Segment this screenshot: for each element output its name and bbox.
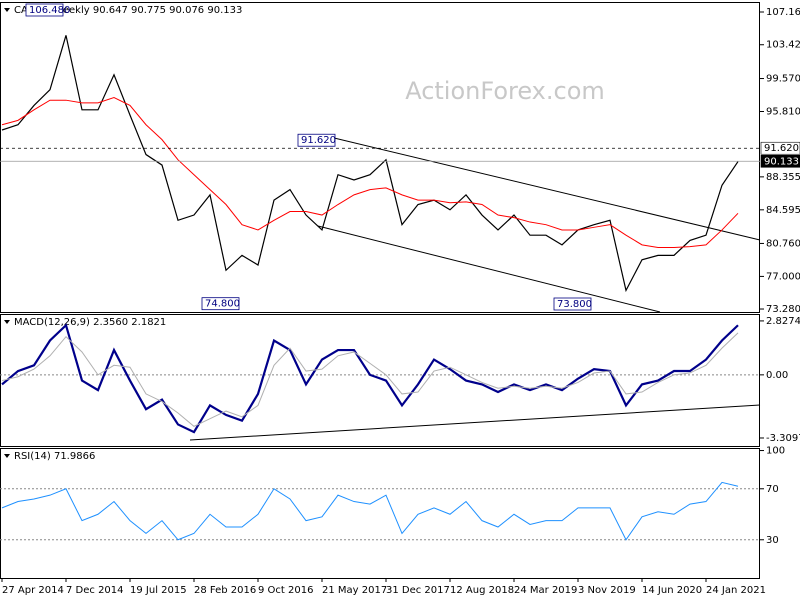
watermark: ActionForex.com [405, 77, 605, 105]
y-tick-label: 30 [766, 535, 779, 546]
y-tick-label: 77.000 [766, 271, 800, 282]
annotation-label: 73.800 [557, 299, 592, 310]
series-line [1, 35, 739, 293]
pane-title: RSI(14) 71.9866 [14, 451, 95, 462]
annotation-box [201, 297, 240, 311]
x-tick-label: 3 Nov 2019 [578, 585, 636, 596]
x-tick-label: 7 Dec 2014 [66, 585, 124, 596]
price-pane [0, 2, 760, 313]
price-mark-box [760, 141, 800, 155]
price-mark-box [760, 154, 800, 168]
x-tick-label: 9 Oct 2016 [258, 585, 313, 596]
pane-title: MACD(12,26,9) 2.3560 2.1821 [14, 317, 166, 328]
macd-pane [0, 314, 760, 447]
channel-line [317, 225, 661, 313]
annotation-box [297, 133, 336, 147]
x-tick-label: 27 Apr 2014 [2, 585, 64, 596]
annotation-label: 106.480 [29, 5, 70, 16]
y-tick-label: 0.00 [766, 370, 788, 381]
pane-title: CADJPY,Weekly 90.647 90.775 90.076 90.13… [14, 5, 242, 16]
y-tick-label: -3.3097 [766, 433, 800, 444]
annotation-label: 91.620 [301, 135, 336, 146]
series-line [1, 481, 739, 541]
y-tick-label: 70 [766, 484, 779, 495]
series-line [1, 332, 739, 427]
x-tick-label: 24 Mar 2019 [514, 585, 577, 596]
x-tick-label: 19 Jul 2015 [130, 585, 187, 596]
annotation-box [553, 297, 592, 311]
y-tick-label: 100 [766, 446, 785, 457]
x-tick-label: 21 May 2017 [322, 585, 387, 596]
title-marker [4, 454, 10, 458]
x-tick-label: 28 Feb 2016 [194, 585, 256, 596]
y-tick-label: 95.810 [766, 106, 800, 117]
title-marker [4, 320, 10, 324]
y-tick-label: 103.425 [766, 40, 800, 51]
annotation-label: 74.800 [205, 299, 240, 310]
y-tick-label: 84.595 [766, 205, 800, 216]
rsi-pane [0, 448, 760, 579]
title-marker [4, 8, 10, 12]
y-tick-label: 2.8274 [766, 316, 800, 327]
series-line [1, 97, 739, 248]
y-tick-label: 88.355 [766, 172, 800, 183]
y-tick-label: 80.760 [766, 238, 800, 249]
x-tick-label: 31 Dec 2017 [386, 585, 450, 596]
x-tick-label: 14 Jun 2020 [642, 585, 702, 596]
annotation-box [25, 3, 64, 17]
series-line [1, 323, 739, 434]
price-mark-label: 90.133 [764, 156, 799, 167]
channel-line [329, 136, 761, 241]
x-tick-label: 24 Jan 2021 [706, 585, 766, 596]
trend-line [189, 404, 761, 441]
y-tick-label: 107.160 [766, 7, 800, 18]
plot-layer: CADJPY,Weekly 90.647 90.775 90.076 90.13… [0, 3, 800, 596]
price-mark-label: 91.620 [764, 143, 799, 154]
x-tick-label: 12 Aug 2018 [450, 585, 514, 596]
y-tick-label: 99.570 [766, 74, 800, 85]
y-tick-label: 73.280 [766, 304, 800, 315]
